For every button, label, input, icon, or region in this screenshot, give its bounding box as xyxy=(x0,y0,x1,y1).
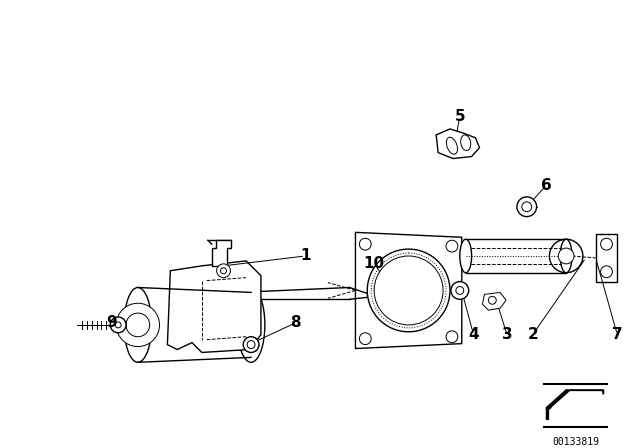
Ellipse shape xyxy=(124,288,152,362)
Circle shape xyxy=(374,256,443,325)
Circle shape xyxy=(488,296,496,304)
Polygon shape xyxy=(436,129,479,159)
Ellipse shape xyxy=(237,288,265,362)
Circle shape xyxy=(558,248,574,264)
Polygon shape xyxy=(168,261,261,353)
Text: 10: 10 xyxy=(364,256,385,271)
Text: 1: 1 xyxy=(300,249,310,263)
Circle shape xyxy=(110,317,126,333)
Text: 5: 5 xyxy=(454,109,465,124)
Text: 3: 3 xyxy=(502,327,513,342)
Text: 2: 2 xyxy=(527,327,538,342)
Ellipse shape xyxy=(460,239,472,273)
Circle shape xyxy=(360,238,371,250)
Ellipse shape xyxy=(446,137,458,154)
Polygon shape xyxy=(355,233,462,349)
Circle shape xyxy=(446,240,458,252)
Polygon shape xyxy=(547,390,604,419)
Circle shape xyxy=(517,197,536,216)
Text: 7: 7 xyxy=(612,327,623,342)
Circle shape xyxy=(522,202,532,211)
Circle shape xyxy=(247,340,255,349)
Text: 9: 9 xyxy=(106,315,116,331)
Circle shape xyxy=(360,333,371,345)
Circle shape xyxy=(600,266,612,278)
Polygon shape xyxy=(212,240,232,266)
Text: 00133819: 00133819 xyxy=(552,437,600,447)
Text: 4: 4 xyxy=(468,327,479,342)
Polygon shape xyxy=(552,392,602,418)
Circle shape xyxy=(115,322,121,328)
Polygon shape xyxy=(596,234,618,282)
Polygon shape xyxy=(483,293,506,310)
Ellipse shape xyxy=(461,135,471,151)
Ellipse shape xyxy=(560,239,572,273)
Circle shape xyxy=(243,337,259,353)
Text: 6: 6 xyxy=(541,177,552,193)
Circle shape xyxy=(600,238,612,250)
Circle shape xyxy=(456,287,464,294)
Circle shape xyxy=(116,303,159,347)
Circle shape xyxy=(216,264,230,278)
Circle shape xyxy=(549,239,583,273)
Circle shape xyxy=(446,331,458,343)
Circle shape xyxy=(221,268,227,274)
Circle shape xyxy=(126,313,150,337)
Circle shape xyxy=(367,249,450,332)
Circle shape xyxy=(451,282,468,299)
Text: 8: 8 xyxy=(290,315,301,331)
